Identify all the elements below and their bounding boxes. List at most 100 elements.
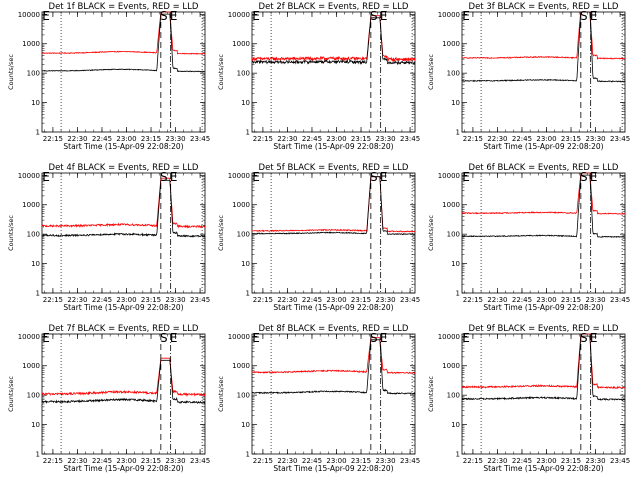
marker-s-label: S	[370, 331, 378, 345]
y-tick-label: 100	[237, 392, 250, 400]
plot-frame	[251, 333, 416, 455]
y-tick-label: 10000	[18, 333, 40, 341]
series-events	[461, 11, 626, 83]
x-tick-label: 23:30	[375, 457, 395, 465]
x-tick-label: 22:45	[92, 296, 112, 304]
edge-e-label: E	[42, 331, 50, 345]
x-tick-label: 23:00	[116, 135, 136, 143]
x-axis-label: Start Time (15-Apr-09 22:08:20)	[63, 303, 183, 312]
series-events	[251, 17, 416, 66]
marker-s-label: S	[160, 170, 168, 184]
panel-title: Det 4f BLACK = Events, RED = LLD	[49, 163, 199, 173]
y-tick-label: 1	[456, 451, 460, 459]
x-axis-label: Start Time (15-Apr-09 22:08:20)	[273, 303, 393, 312]
x-tick-label: 23:00	[536, 457, 556, 465]
series-lld	[251, 337, 416, 375]
edge-e-label: E	[252, 331, 260, 345]
x-tick-label: 22:30	[487, 457, 507, 465]
panel-title: Det 3f BLACK = Events, RED = LLD	[469, 2, 619, 12]
x-tick-label: 23:45	[190, 135, 210, 143]
panel-4: Det 4f BLACK = Events, RED = LLD 1 10 100 10…	[7, 163, 210, 312]
y-tick-label: 1	[36, 129, 40, 137]
y-tick-label: 1000	[232, 40, 250, 48]
marker-e-label: E	[170, 170, 178, 184]
panel-7: Det 7f BLACK = Events, RED = LLD 1 10 100 10…	[7, 324, 210, 473]
x-tick-label: 23:15	[561, 135, 581, 143]
x-tick-label: 22:15	[463, 296, 483, 304]
y-tick-label: 100	[237, 231, 250, 239]
y-tick-label: 10	[31, 421, 40, 429]
y-tick-label: 1000	[442, 362, 460, 370]
x-tick-label: 23:30	[165, 135, 185, 143]
series-lld	[461, 333, 626, 390]
y-axis-label: Counts/sec	[7, 54, 15, 90]
y-tick-label: 10	[241, 421, 250, 429]
series-events	[41, 13, 206, 73]
x-tick-label: 22:30	[487, 135, 507, 143]
x-tick-label: 22:30	[277, 457, 297, 465]
x-tick-label: 22:45	[302, 135, 322, 143]
panel-title: Det 7f BLACK = Events, RED = LLD	[49, 324, 199, 334]
y-axis-label: Counts/sec	[217, 215, 225, 251]
x-axis-label: Start Time (15-Apr-09 22:08:20)	[63, 142, 183, 151]
x-tick-label: 22:15	[253, 457, 273, 465]
panel-title: Det 9f BLACK = Events, RED = LLD	[469, 324, 619, 334]
x-tick-label: 23:45	[610, 135, 630, 143]
x-tick-label: 23:30	[375, 135, 395, 143]
x-tick-label: 23:15	[351, 135, 371, 143]
x-tick-label: 22:15	[463, 135, 483, 143]
y-tick-label: 10	[241, 260, 250, 268]
plot-frame	[41, 172, 206, 294]
x-tick-label: 23:15	[561, 296, 581, 304]
x-tick-label: 23:00	[326, 296, 346, 304]
y-tick-label: 10000	[228, 333, 250, 341]
y-tick-label: 1000	[22, 40, 40, 48]
marker-s-label: S	[580, 9, 588, 23]
plot-frame	[41, 11, 206, 133]
edge-e-label: E	[42, 170, 50, 184]
x-tick-label: 23:00	[116, 457, 136, 465]
marker-s-label: S	[580, 170, 588, 184]
y-tick-label: 1	[36, 290, 40, 298]
edge-e-label: E	[462, 331, 470, 345]
x-tick-label: 22:15	[253, 296, 273, 304]
marker-s-label: S	[160, 331, 168, 345]
x-tick-label: 23:45	[190, 457, 210, 465]
x-axis-label: Start Time (15-Apr-09 22:08:20)	[483, 464, 603, 473]
x-tick-label: 23:45	[610, 457, 630, 465]
x-tick-label: 23:00	[536, 135, 556, 143]
edge-e-label: E	[252, 170, 260, 184]
x-tick-label: 23:15	[141, 457, 161, 465]
x-tick-label: 22:15	[43, 296, 63, 304]
marker-e-label: E	[590, 170, 598, 184]
y-tick-label: 10000	[18, 11, 40, 19]
panel-5: Det 5f BLACK = Events, RED = LLD 1 10 100 10…	[217, 163, 420, 312]
series-events	[251, 176, 416, 236]
marker-e-label: E	[380, 9, 388, 23]
panel-2: Det 2f BLACK = Events, RED = LLD 1 10 100 10…	[217, 2, 420, 151]
panel-6: Det 6f BLACK = Events, RED = LLD 1 10 100 10…	[427, 163, 630, 312]
y-tick-label: 100	[27, 70, 40, 78]
y-tick-label: 10	[31, 99, 40, 107]
x-tick-label: 22:45	[512, 296, 532, 304]
y-tick-label: 10	[451, 99, 460, 107]
y-tick-label: 10000	[228, 172, 250, 180]
plot-frame	[461, 11, 626, 133]
series-events	[41, 179, 206, 238]
x-tick-label: 22:15	[253, 135, 273, 143]
x-tick-label: 22:45	[512, 457, 532, 465]
y-tick-label: 1000	[22, 362, 40, 370]
y-tick-label: 10000	[438, 333, 460, 341]
y-axis-label: Counts/sec	[217, 54, 225, 90]
y-tick-label: 1000	[442, 201, 460, 209]
marker-s-label: S	[370, 170, 378, 184]
x-tick-label: 22:30	[487, 296, 507, 304]
plot-frame	[461, 333, 626, 455]
x-tick-label: 22:30	[67, 135, 87, 143]
y-tick-label: 10000	[438, 11, 460, 19]
panel-title: Det 2f BLACK = Events, RED = LLD	[259, 2, 409, 12]
x-tick-label: 23:30	[165, 457, 185, 465]
marker-s-label: S	[580, 331, 588, 345]
marker-s-label: S	[160, 9, 168, 23]
edge-e-label: E	[42, 9, 50, 23]
